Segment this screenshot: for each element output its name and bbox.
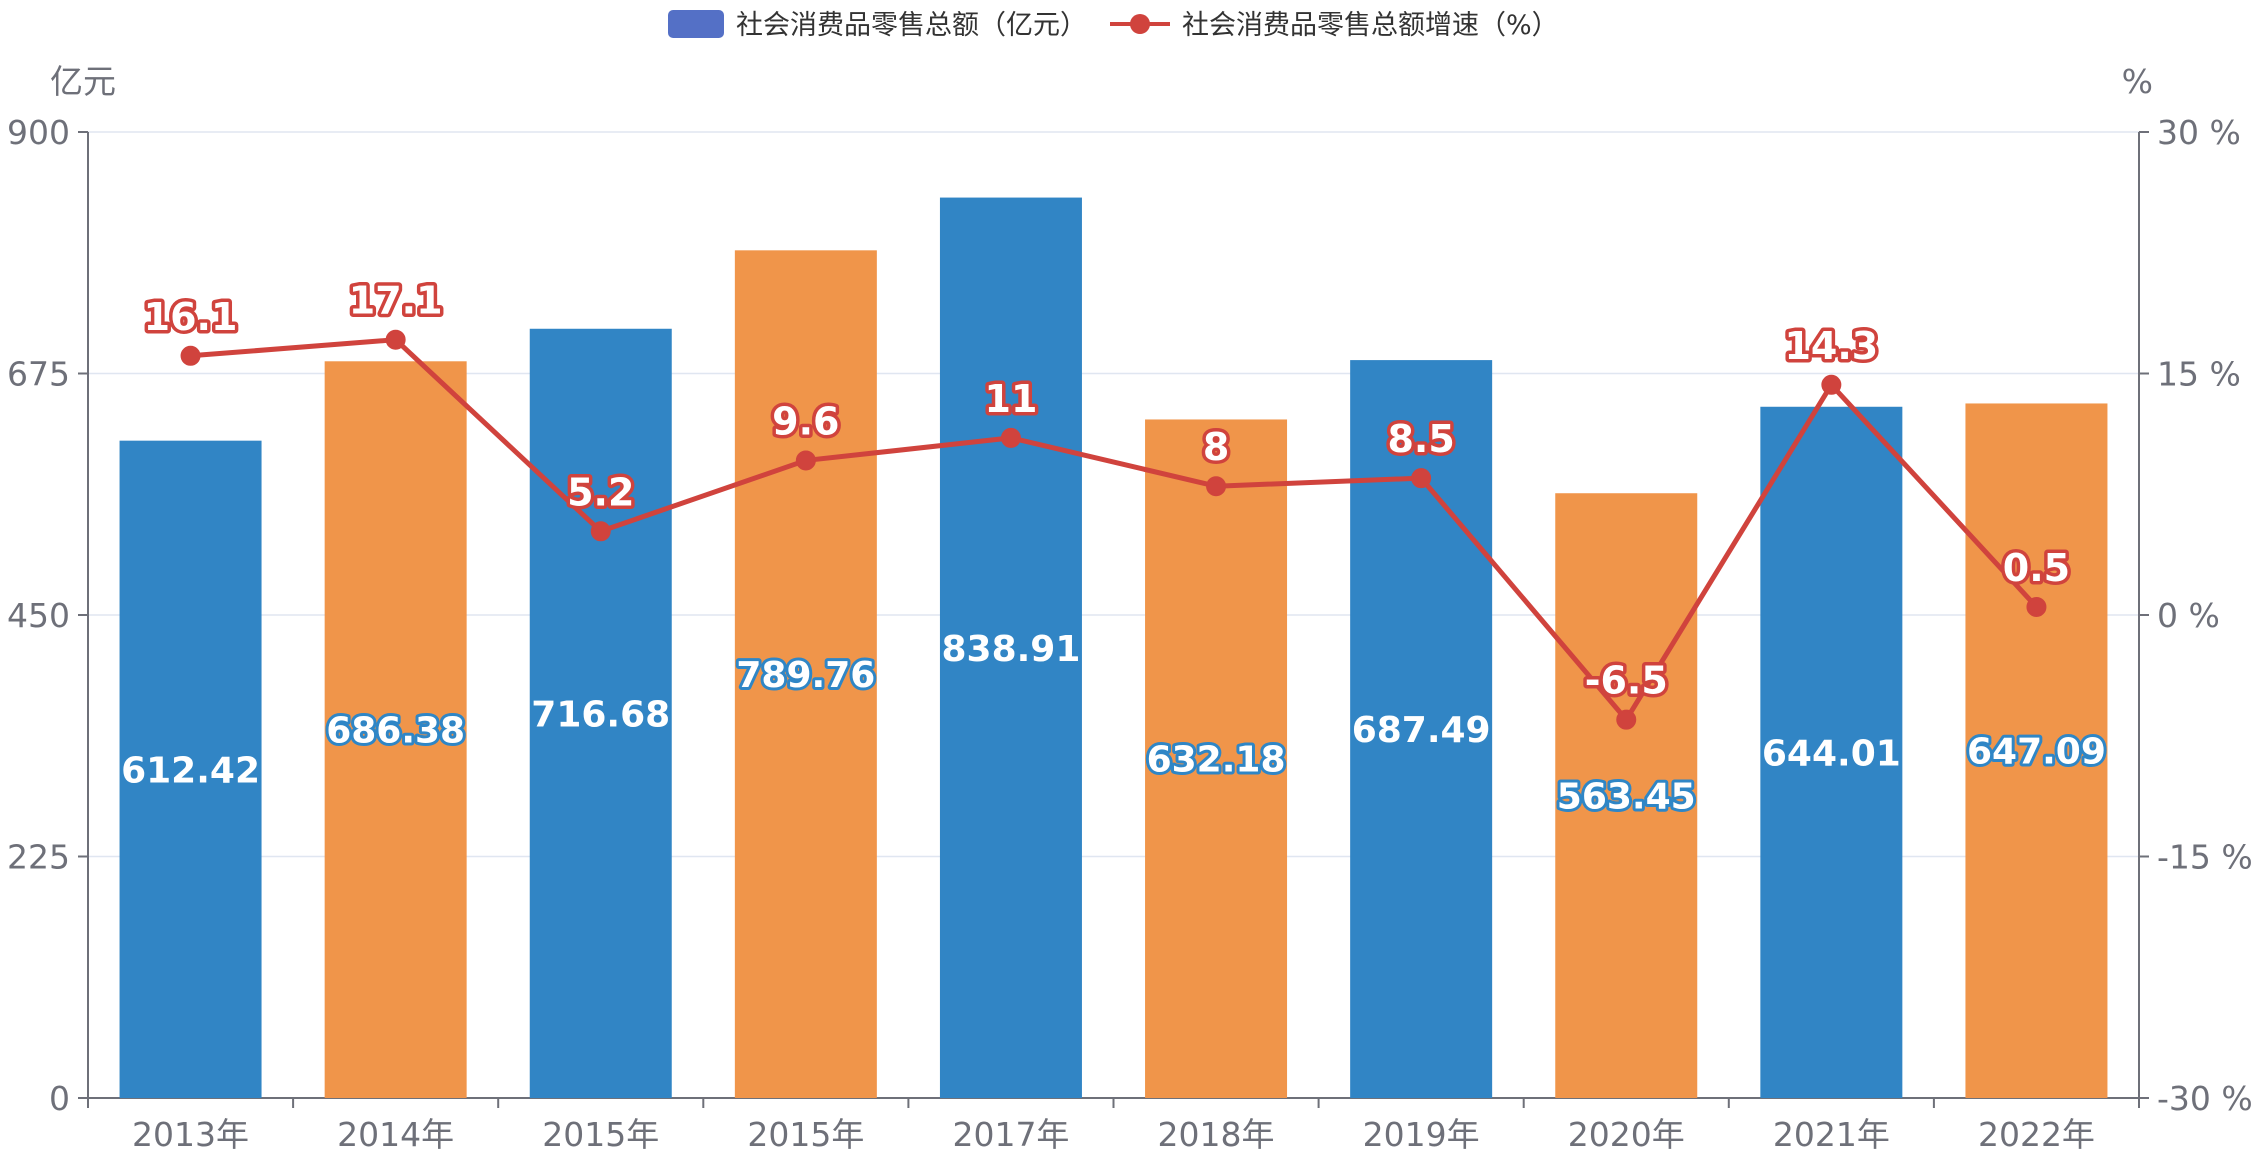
x-tick-label: 2017年 <box>952 1115 1069 1154</box>
line-data-label: 9.6 <box>772 399 839 443</box>
y-left-tick-label: 450 <box>7 596 70 635</box>
line-data-label: 17.1 <box>349 279 443 323</box>
x-tick-label: 2018年 <box>1158 1115 1275 1154</box>
bar-data-label: 687.49 <box>1352 710 1491 751</box>
legend-item-growth[interactable]: 社会消费品零售总额增速（%） <box>1110 10 1559 41</box>
line-point[interactable] <box>795 450 816 471</box>
bar-data-label: 789.76 <box>736 655 875 696</box>
bar-data-label: 647.09 <box>1967 732 2106 773</box>
legend-point-swatch <box>1130 14 1150 34</box>
bar-data-label: 716.68 <box>531 694 670 735</box>
data-labels: 612.42 686.38 716.68 789.76 838.91 632.18 687.… <box>121 275 2109 820</box>
x-tick-label: 2015年 <box>747 1115 864 1154</box>
x-tick-label: 2013年 <box>132 1115 249 1154</box>
axes: 0 -30 % 225 -15 % 450 0 % 675 15 % 900 30 % 亿元 % 201… <box>7 62 2253 1154</box>
x-tick-label: 2015年 <box>542 1115 659 1154</box>
line-series <box>180 329 2047 730</box>
y-right-axis-title: % <box>2122 62 2153 101</box>
line-point[interactable] <box>1411 468 1432 489</box>
y-right-tick-label: 30 % <box>2157 113 2241 152</box>
x-tick-label: 2020年 <box>1568 1115 1685 1154</box>
bar[interactable] <box>1145 419 1288 1098</box>
line-data-label: 14.3 <box>1784 324 1878 368</box>
y-right-tick-label: 0 % <box>2157 596 2220 635</box>
bar[interactable] <box>119 440 262 1098</box>
bar-series <box>119 197 2108 1099</box>
y-right-tick-label: -30 % <box>2157 1079 2253 1118</box>
legend-bar-swatch <box>668 10 724 38</box>
legend-label-sales: 社会消费品零售总额（亿元） <box>736 10 1087 41</box>
y-left-tick-label: 0 <box>49 1079 70 1118</box>
legend-item-sales[interactable]: 社会消费品零售总额（亿元） <box>668 10 1087 41</box>
x-tick-label: 2022年 <box>1978 1115 2095 1154</box>
bar-data-label: 612.42 <box>121 750 260 791</box>
line-point[interactable] <box>180 345 201 366</box>
bar-data-label: 644.01 <box>1762 733 1901 774</box>
line-point[interactable] <box>1616 709 1637 730</box>
bar[interactable] <box>324 361 467 1098</box>
y-left-tick-label: 675 <box>7 355 70 394</box>
line-data-label: 0.5 <box>2003 546 2070 590</box>
x-tick-label: 2019年 <box>1363 1115 1480 1154</box>
y-left-axis-title: 亿元 <box>50 62 116 101</box>
line-data-label: -6.5 <box>1585 659 1668 703</box>
line-point[interactable] <box>1821 374 1842 395</box>
y-left-tick-label: 900 <box>7 113 70 152</box>
line-point[interactable] <box>1206 476 1227 497</box>
bar-data-label: 838.91 <box>941 629 1080 670</box>
legend-label-growth: 社会消费品零售总额增速（%） <box>1182 10 1559 41</box>
y-right-tick-label: -15 % <box>2157 838 2253 877</box>
x-tick-label: 2021年 <box>1773 1115 1890 1154</box>
bar-data-label: 686.38 <box>326 711 465 752</box>
bar-data-label: 563.45 <box>1557 777 1696 818</box>
bar[interactable] <box>1965 403 2108 1098</box>
growth-line <box>190 337 2039 723</box>
line-point[interactable] <box>590 521 611 542</box>
line-point[interactable] <box>2026 596 2047 617</box>
line-data-label: 11 <box>985 377 1038 421</box>
x-tick-label: 2014年 <box>337 1115 454 1154</box>
line-point[interactable] <box>1000 427 1021 448</box>
bar[interactable] <box>939 197 1082 1098</box>
bar[interactable] <box>1555 493 1698 1098</box>
bar[interactable] <box>529 328 672 1099</box>
line-data-label: 8 <box>1203 425 1229 469</box>
y-left-tick-label: 225 <box>7 838 70 877</box>
bar[interactable] <box>1760 406 1903 1099</box>
line-data-label: 16.1 <box>144 295 238 339</box>
line-data-label: 8.5 <box>1387 417 1454 461</box>
line-data-label: 5.2 <box>567 470 634 514</box>
line-point[interactable] <box>385 329 406 350</box>
y-right-tick-label: 15 % <box>2157 355 2241 394</box>
bar[interactable] <box>734 250 877 1098</box>
bar-data-label: 632.18 <box>1147 740 1286 781</box>
legend[interactable]: 社会消费品零售总额（亿元） 社会消费品零售总额增速（%） <box>668 10 1559 41</box>
